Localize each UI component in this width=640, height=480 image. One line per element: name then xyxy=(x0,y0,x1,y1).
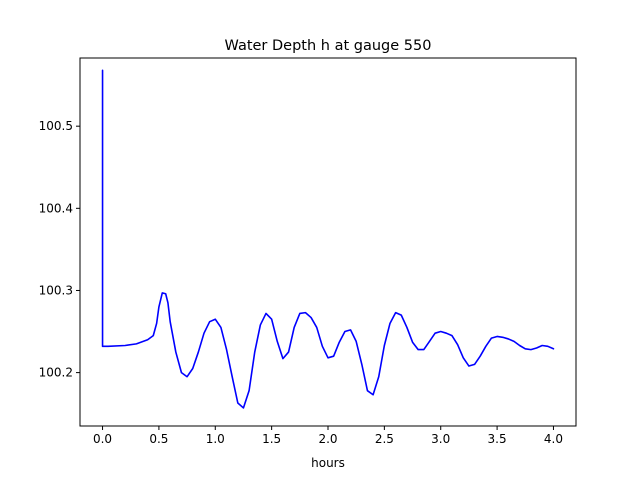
series-line-0 xyxy=(101,69,555,409)
x-tick-label: 3.5 xyxy=(488,432,507,446)
x-tick-label: 1.5 xyxy=(262,432,281,446)
plot-area xyxy=(101,69,555,409)
x-tick-label: 1.0 xyxy=(206,432,225,446)
x-tick-label: 3.0 xyxy=(431,432,450,446)
y-axis: 100.2 100.3 100.4 100.5 xyxy=(39,119,80,380)
x-tick-label: 2.0 xyxy=(318,432,337,446)
y-tick-label: 100.3 xyxy=(39,283,73,297)
x-tick-label: 4.0 xyxy=(544,432,563,446)
y-tick-label: 100.2 xyxy=(39,366,73,380)
y-tick-label: 100.4 xyxy=(39,201,73,215)
x-axis: 0.0 0.5 1.0 1.5 2.0 2.5 3.0 3.5 4.0 xyxy=(93,426,563,446)
x-axis-label: hours xyxy=(311,456,345,470)
chart-title: Water Depth h at gauge 550 xyxy=(225,38,432,54)
x-tick-label: 2.5 xyxy=(375,432,394,446)
y-tick-label: 100.5 xyxy=(39,119,73,133)
x-tick-label: 0.5 xyxy=(149,432,168,446)
x-tick-label: 0.0 xyxy=(93,432,112,446)
